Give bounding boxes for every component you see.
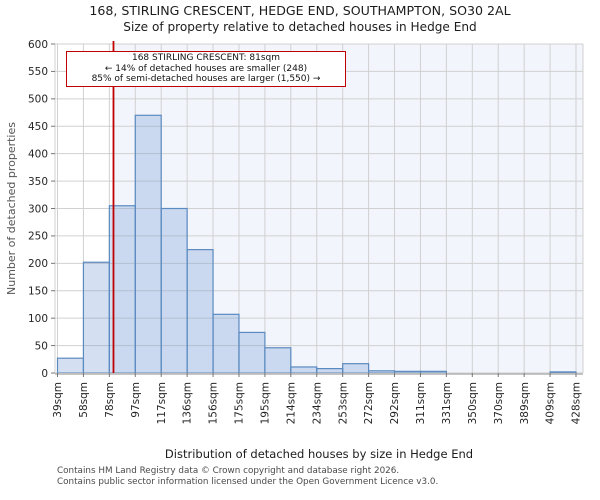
x-tick-label: 214sqm bbox=[285, 382, 297, 424]
histogram-bar bbox=[393, 370, 422, 374]
y-tick-label: 200 bbox=[28, 258, 48, 270]
annotation-property-line: 168 STIRLING CRESCENT: 81sqm bbox=[131, 53, 281, 63]
x-tick-label: 117sqm bbox=[156, 382, 168, 424]
x-tick-label: 331sqm bbox=[441, 382, 453, 424]
x-tick-label: 97sqm bbox=[130, 382, 142, 418]
histogram-bar bbox=[342, 363, 370, 374]
histogram-bar bbox=[368, 370, 396, 374]
histogram-bar bbox=[290, 366, 318, 374]
footer-land-registry-line: Contains HM Land Registry data © Crown c… bbox=[57, 466, 400, 476]
x-tick-label: 175sqm bbox=[234, 382, 246, 424]
x-tick-label: 39sqm bbox=[52, 382, 64, 418]
y-tick-label: 50 bbox=[35, 340, 48, 352]
attribution-footer: Contains HM Land Registry data © Crown c… bbox=[57, 466, 438, 487]
histogram-bar bbox=[186, 249, 214, 374]
y-tick-label: 300 bbox=[28, 203, 48, 215]
x-tick-label: 253sqm bbox=[337, 382, 349, 424]
x-tick-label: 234sqm bbox=[311, 382, 323, 424]
page-subtitle: Size of property relative to detached ho… bbox=[123, 20, 477, 34]
annotation-larger-line: 85% of semi-detached houses are larger (… bbox=[91, 74, 321, 85]
histogram-bar bbox=[264, 347, 292, 374]
x-tick-label: 370sqm bbox=[493, 382, 505, 424]
y-tick-label: 100 bbox=[28, 313, 48, 325]
x-tick-label: 136sqm bbox=[182, 382, 194, 424]
histogram-bar bbox=[160, 207, 188, 374]
y-tick-label: 450 bbox=[28, 121, 48, 133]
x-tick-label: 58sqm bbox=[78, 382, 90, 418]
page-title: 168, STIRLING CRESCENT, HEDGE END, SOUTH… bbox=[89, 3, 511, 18]
x-tick-label: 350sqm bbox=[467, 382, 479, 424]
x-tick-label: 272sqm bbox=[363, 382, 375, 424]
x-tick-label: 292sqm bbox=[389, 382, 401, 424]
x-tick-label: 389sqm bbox=[519, 382, 531, 424]
y-tick-label: 0 bbox=[41, 368, 48, 380]
x-axis-title: Distribution of detached houses by size … bbox=[165, 447, 473, 461]
x-tick-label: 78sqm bbox=[104, 382, 116, 418]
y-tick-label: 400 bbox=[28, 148, 48, 160]
annotation-box: 168 STIRLING CRESCENT: 81sqm ← 14% of de… bbox=[66, 51, 346, 87]
histogram-bar bbox=[238, 331, 266, 374]
histogram-bar bbox=[419, 370, 447, 374]
x-tick-label: 409sqm bbox=[545, 382, 557, 424]
y-tick-label: 550 bbox=[28, 66, 48, 78]
footer-ogl-line: Contains public sector information licen… bbox=[57, 476, 439, 487]
y-tick-label: 600 bbox=[28, 39, 48, 51]
x-tick-label: 195sqm bbox=[260, 382, 272, 424]
x-tick-label: 156sqm bbox=[208, 382, 220, 424]
histogram-bar bbox=[549, 371, 577, 374]
y-tick-label: 500 bbox=[28, 94, 48, 106]
histogram-bar bbox=[134, 114, 162, 374]
y-tick-label: 250 bbox=[28, 231, 48, 243]
histogram-bar bbox=[82, 261, 110, 374]
annotation-smaller-line: ← 14% of detached houses are smaller (24… bbox=[104, 63, 308, 74]
histogram-bar bbox=[212, 313, 240, 374]
histogram-bar bbox=[56, 357, 85, 374]
y-tick-label: 350 bbox=[28, 176, 48, 188]
y-axis-title: Number of detached properties bbox=[5, 122, 18, 295]
x-tick-label: 311sqm bbox=[415, 382, 427, 424]
histogram-bar bbox=[316, 368, 344, 374]
x-tick-label: 428sqm bbox=[571, 382, 583, 424]
y-tick-label: 150 bbox=[28, 286, 48, 298]
